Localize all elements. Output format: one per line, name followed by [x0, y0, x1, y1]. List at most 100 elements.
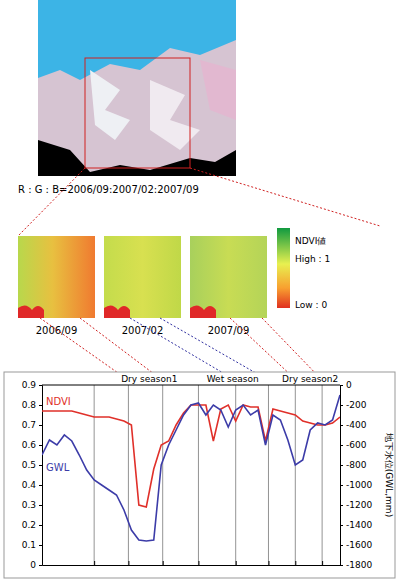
annotation: Dry season1: [121, 374, 177, 384]
map-image: [190, 236, 267, 318]
axis-line: [39, 386, 43, 566]
connector: [262, 318, 322, 380]
grid-line: [162, 385, 163, 565]
map-coast: [18, 305, 44, 318]
axis-line: [341, 386, 344, 566]
tick: [268, 561, 269, 565]
tick: [163, 561, 164, 565]
map-label: 2007/09: [208, 325, 250, 336]
axis: 00.10.20.30.40.50.60.70.80.9: [22, 380, 43, 570]
tick: -200: [340, 400, 367, 410]
tick-label: -800: [346, 460, 367, 470]
grid-line: [268, 385, 269, 565]
tick-mark: [340, 445, 343, 446]
tick: 0: [340, 380, 352, 390]
map-label: 2007/02: [122, 325, 164, 336]
tick-label: 0: [30, 560, 36, 570]
grid-line: [94, 385, 95, 565]
tick-mark: [340, 405, 343, 406]
satellite-image: [38, 0, 236, 176]
plot-top-line: [42, 385, 340, 386]
tick-label: -600: [346, 440, 367, 450]
tick-mark: [236, 561, 237, 565]
tick-mark: [39, 445, 42, 446]
tick-label: -400: [346, 420, 367, 430]
tick: [295, 561, 296, 565]
map-coast: [104, 305, 130, 318]
axis-title: 地下水位(GWL,mm): [384, 432, 394, 517]
caption: R : G : B=2006/09:2007/02:2007/09: [18, 184, 199, 195]
grid-line: [128, 385, 129, 565]
axis: [43, 561, 341, 566]
inset-frame: [85, 58, 190, 168]
tick-mark: [340, 565, 343, 566]
image-region: [150, 80, 200, 150]
tick-label: -1600: [346, 540, 372, 550]
image-region: [200, 60, 236, 120]
tick: 0.1: [22, 540, 42, 550]
tick-mark: [39, 385, 42, 386]
tick-mark: [39, 465, 42, 466]
tick-mark: [94, 561, 95, 565]
tick: [128, 561, 129, 565]
tick-mark: [295, 561, 296, 565]
tick-label: 0: [346, 380, 352, 390]
tick-mark: [39, 525, 42, 526]
tick: 0.5: [22, 460, 42, 470]
tick: 0.9: [22, 380, 42, 390]
grid-line: [198, 385, 199, 565]
series-line: [42, 395, 340, 541]
axis: -1800-1600-1400-1200-1000-800-600-400-20…: [340, 380, 372, 570]
image-background: [38, 0, 236, 176]
colorbar-label: Low : 0: [295, 300, 327, 310]
tick-label: 0.8: [22, 400, 37, 410]
tick-mark: [39, 505, 42, 506]
tick-label: 0.1: [22, 540, 36, 550]
tick-label: -1800: [346, 560, 372, 570]
tick-label: 0.5: [22, 460, 36, 470]
grid-line: [322, 385, 323, 565]
tick-label: -200: [346, 400, 367, 410]
tick-mark: [39, 565, 42, 566]
colorbar-title: NDVI値: [295, 236, 326, 246]
tick-mark: [340, 425, 343, 426]
connectors: [18, 168, 380, 380]
tick: -1000: [340, 480, 372, 490]
annotation: Wet season: [207, 374, 259, 384]
connector: [130, 318, 235, 380]
chart-frame: [4, 372, 395, 578]
tick-mark: [268, 561, 269, 565]
tick: -400: [340, 420, 367, 430]
tick: -1600: [340, 540, 372, 550]
tick-mark: [163, 561, 164, 565]
ndvi-map: [190, 236, 267, 318]
ndvi-map: [18, 236, 95, 318]
tick: [322, 561, 323, 565]
tick-label: 0.4: [22, 480, 37, 490]
tick: [94, 561, 95, 565]
colorbar: [277, 228, 290, 308]
map-label: 2006/09: [36, 325, 78, 336]
ndvi-map: [104, 236, 181, 318]
tick-label: 0.7: [22, 420, 36, 430]
tick: [198, 561, 199, 565]
tick-mark: [340, 525, 343, 526]
connector: [190, 168, 380, 226]
series-line: [42, 405, 340, 507]
series-label: NDVI: [46, 396, 71, 407]
tick-label: -1400: [346, 520, 372, 530]
tick-label: 0.6: [22, 440, 37, 450]
grid-line: [295, 385, 296, 565]
colorbar-label: High : 1: [295, 254, 330, 264]
tick-mark: [39, 485, 42, 486]
map-coast: [190, 305, 216, 318]
tick-mark: [340, 385, 343, 386]
tick-label: 0.3: [22, 500, 36, 510]
tick: 0.8: [22, 400, 42, 410]
series-label: GWL: [46, 462, 70, 473]
image-sea: [38, 140, 236, 176]
tick: 0: [30, 560, 42, 570]
tick-mark: [39, 545, 42, 546]
tick-label: -1000: [346, 480, 372, 490]
tick: [236, 561, 237, 565]
